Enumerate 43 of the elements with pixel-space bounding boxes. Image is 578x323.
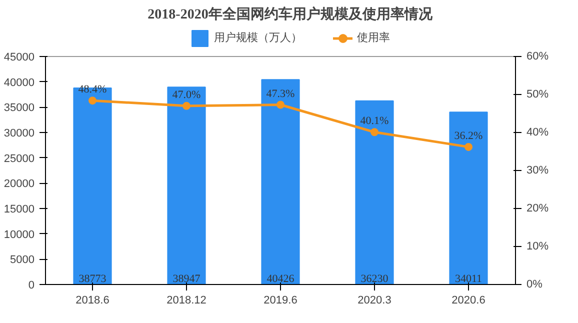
chart-title: 2018-2020年全国网约车用户规模及使用率情况	[148, 6, 434, 22]
point	[182, 102, 190, 110]
y-tick-label: 45000	[4, 52, 35, 64]
y-tick-label: 10000	[4, 228, 35, 241]
data-label: 36230	[360, 273, 389, 286]
data-label: 47.3%	[266, 88, 295, 100]
data-label: 40426	[266, 273, 295, 286]
x-tick-label: 2020.3	[358, 294, 392, 306]
point	[276, 100, 284, 109]
point	[88, 96, 96, 105]
y-tick-label: 5000	[10, 254, 35, 266]
point	[464, 142, 472, 151]
bar	[167, 86, 206, 284]
data-label: 38947	[172, 273, 201, 286]
bar	[355, 100, 394, 284]
x-tick-label: 2018.6	[76, 294, 110, 306]
y-tick-label: 15000	[4, 204, 35, 216]
data-label: 34011	[454, 273, 482, 286]
y2-tick-label: 30%	[526, 164, 549, 176]
legend-label: 用户规模（万人）	[214, 30, 302, 45]
y-tick-label: 35000	[4, 102, 35, 114]
y2-tick-label: 10%	[526, 240, 549, 252]
y-tick-label: 40000	[4, 76, 35, 89]
x-tick-label: 2019.6	[264, 294, 298, 306]
x-tick-label: 2020.6	[452, 294, 486, 306]
y-tick-label: 0	[28, 280, 35, 292]
y-tick-label: 20000	[4, 178, 35, 190]
y2-tick-label: 50%	[526, 88, 549, 100]
data-label: 47.0%	[172, 88, 201, 101]
y2-tick-label: 60%	[526, 50, 549, 62]
y-tick-label: 30000	[4, 128, 35, 140]
point	[370, 128, 378, 136]
y2-tick-label: 0%	[526, 278, 543, 290]
x-tick-label: 2018.12	[166, 294, 206, 306]
y2-tick-label: 40%	[526, 126, 549, 138]
legend-label: 使用率	[357, 30, 390, 45]
bar	[261, 79, 300, 284]
data-label: 40.1%	[360, 115, 389, 128]
data-label: 38773	[78, 273, 107, 286]
y2-tick-label: 20%	[526, 202, 549, 214]
bar	[449, 112, 488, 284]
y-tick-label: 25000	[4, 152, 35, 165]
data-label: 36.2%	[454, 130, 483, 142]
